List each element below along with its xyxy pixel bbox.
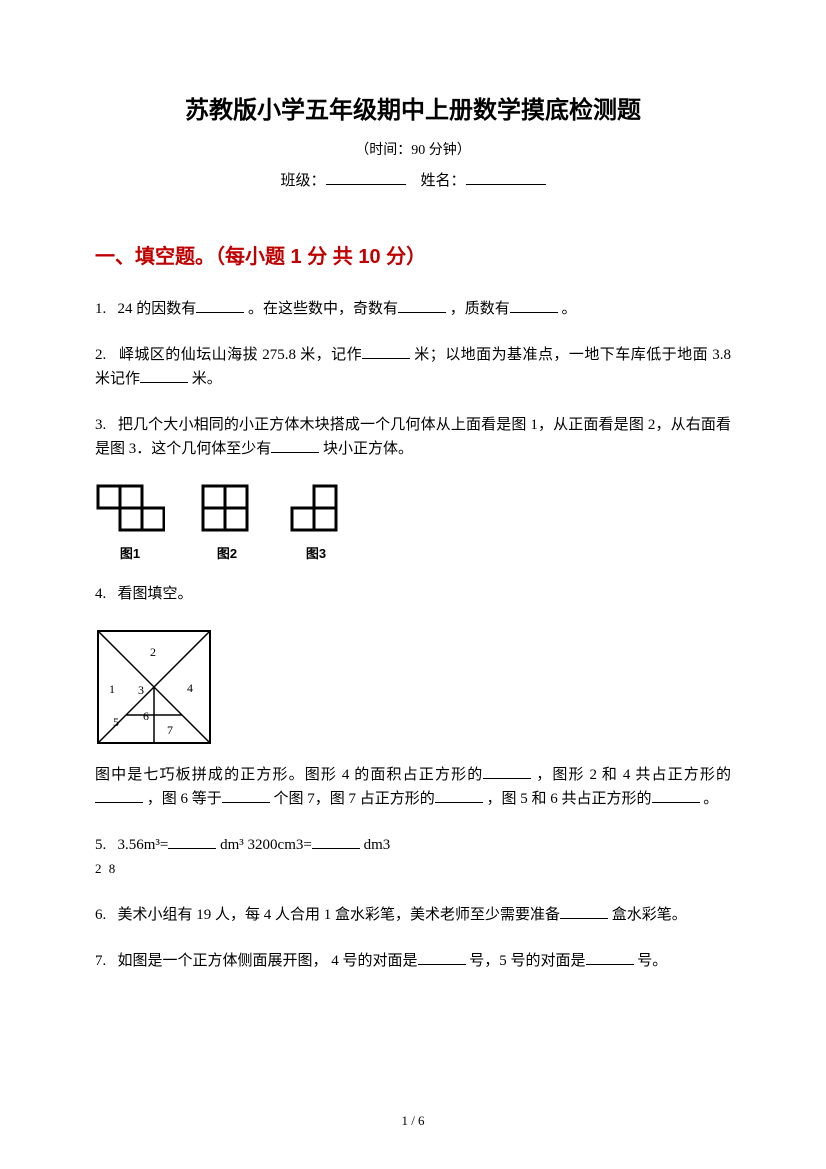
q2-blank1[interactable]	[362, 345, 410, 359]
class-label: 班级：	[280, 173, 325, 189]
question-7: 7. 如图是一个正方体侧面展开图， 4 号的对面是 号，5 号的对面是 号。	[95, 949, 731, 973]
svg-text:7: 7	[167, 723, 173, 737]
q4-blank3[interactable]	[222, 789, 270, 803]
question-1: 1. 24 的因数有 。在这些数中，奇数有 ，质数有 。	[95, 297, 731, 321]
q5-extra: 2 8	[95, 861, 117, 876]
fig3-label: 图3	[306, 543, 326, 562]
svg-text:3: 3	[138, 683, 144, 697]
fig2-svg	[200, 483, 254, 539]
q2-t1: 峄城区的仙坛山海拔 275.8 米，记作	[119, 347, 362, 363]
q7-blank2[interactable]	[586, 951, 634, 965]
page-number: 1 / 6	[0, 1113, 826, 1129]
q1-blank2[interactable]	[398, 299, 446, 313]
q2-num: 2.	[95, 347, 106, 363]
q4-blank5[interactable]	[652, 789, 700, 803]
svg-text:1: 1	[109, 682, 115, 696]
exam-title: 苏教版小学五年级期中上册数学摸底检测题	[95, 90, 731, 125]
class-name-line: 班级： 姓名：	[95, 169, 731, 190]
q1-blank1[interactable]	[196, 299, 244, 313]
q6-blank1[interactable]	[560, 905, 608, 919]
svg-text:2: 2	[150, 645, 156, 659]
q5-num: 5.	[95, 837, 106, 853]
q4-blank1[interactable]	[483, 765, 531, 779]
fig3-svg	[289, 483, 343, 539]
q1-t1: 24 的因数有	[118, 301, 197, 317]
question-5: 5. 3.56m³= dm³ 3200cm3= dm3 2 8	[95, 833, 731, 881]
q4-t6: 。	[703, 791, 718, 807]
q4-t2: ，图形 2 和 4 共占正方形的	[536, 767, 731, 783]
q3-t2: 块小正方体。	[323, 441, 413, 457]
q4-t3: ，图 6 等于	[147, 791, 222, 807]
q1-blank3[interactable]	[510, 299, 558, 313]
class-blank[interactable]	[326, 169, 406, 185]
q4-blank2[interactable]	[95, 789, 143, 803]
time-info: （时间：90 分钟）	[95, 139, 731, 159]
tangram-figure: 1 2 3 4 5 6 7	[95, 628, 731, 751]
q6-t1: 美术小组有 19 人，每 4 人合用 1 盒水彩笔，美术老师至少需要准备	[118, 907, 561, 923]
q3-blank1[interactable]	[271, 439, 319, 453]
q7-blank1[interactable]	[418, 951, 466, 965]
figure-3: 图3	[289, 483, 343, 562]
fig1-label: 图1	[120, 543, 140, 562]
q5-blank2[interactable]	[312, 835, 360, 849]
fig2-label: 图2	[217, 543, 237, 562]
question-2: 2. 峄城区的仙坛山海拔 275.8 米，记作 米；以地面为基准点，一地下车库低…	[95, 343, 731, 391]
tangram-svg: 1 2 3 4 5 6 7	[95, 628, 213, 746]
q6-num: 6.	[95, 907, 106, 923]
q1-t3: ，质数有	[450, 301, 510, 317]
q4-num: 4.	[95, 586, 106, 602]
figure-1: 图1	[95, 483, 165, 562]
svg-text:4: 4	[187, 681, 193, 695]
q4-t5: ，图 5 和 6 共占正方形的	[487, 791, 652, 807]
q2-blank2[interactable]	[140, 369, 188, 383]
q4-title: 看图填空。	[118, 586, 193, 602]
q5-t1: 3.56m³=	[118, 837, 169, 853]
question-6: 6. 美术小组有 19 人，每 4 人合用 1 盒水彩笔，美术老师至少需要准备 …	[95, 903, 731, 927]
q1-t2: 。在这些数中，奇数有	[248, 301, 398, 317]
q3-figures: 图1 图2 图3	[95, 483, 731, 562]
q7-t1: 如图是一个正方体侧面展开图， 4 号的对面是	[118, 953, 418, 969]
q7-num: 7.	[95, 953, 106, 969]
q7-t2: 号，5 号的对面是	[469, 953, 585, 969]
q1-t4: 。	[562, 301, 577, 317]
q5-blank1[interactable]	[168, 835, 216, 849]
question-3: 3. 把几个大小相同的小正方体木块搭成一个几何体从上面看是图 1，从正面看是图 …	[95, 413, 731, 461]
figure-2: 图2	[200, 483, 254, 562]
question-4-text: 图中是七巧板拼成的正方形。图形 4 的面积占正方形的 ，图形 2 和 4 共占正…	[95, 763, 731, 811]
q1-num: 1.	[95, 301, 106, 317]
q7-t3: 号。	[637, 953, 667, 969]
name-blank[interactable]	[466, 169, 546, 185]
svg-text:6: 6	[143, 709, 149, 723]
q2-t3: 米。	[192, 371, 222, 387]
fig1-svg	[95, 483, 165, 539]
q4-t4: 个图 7，图 7 占正方形的	[274, 791, 435, 807]
svg-text:5: 5	[113, 715, 119, 729]
q4-t1: 图中是七巧板拼成的正方形。图形 4 的面积占正方形的	[95, 767, 483, 783]
q6-t2: 盒水彩笔。	[612, 907, 687, 923]
q5-t3: dm3	[364, 837, 391, 853]
question-4: 4. 看图填空。	[95, 582, 731, 606]
name-label: 姓名：	[421, 173, 466, 189]
section-1-header: 一、填空题。（每小题 1 分 共 10 分）	[95, 240, 731, 269]
q4-blank4[interactable]	[435, 789, 483, 803]
q3-num: 3.	[95, 417, 106, 433]
q5-t2: dm³ 3200cm3=	[220, 837, 312, 853]
